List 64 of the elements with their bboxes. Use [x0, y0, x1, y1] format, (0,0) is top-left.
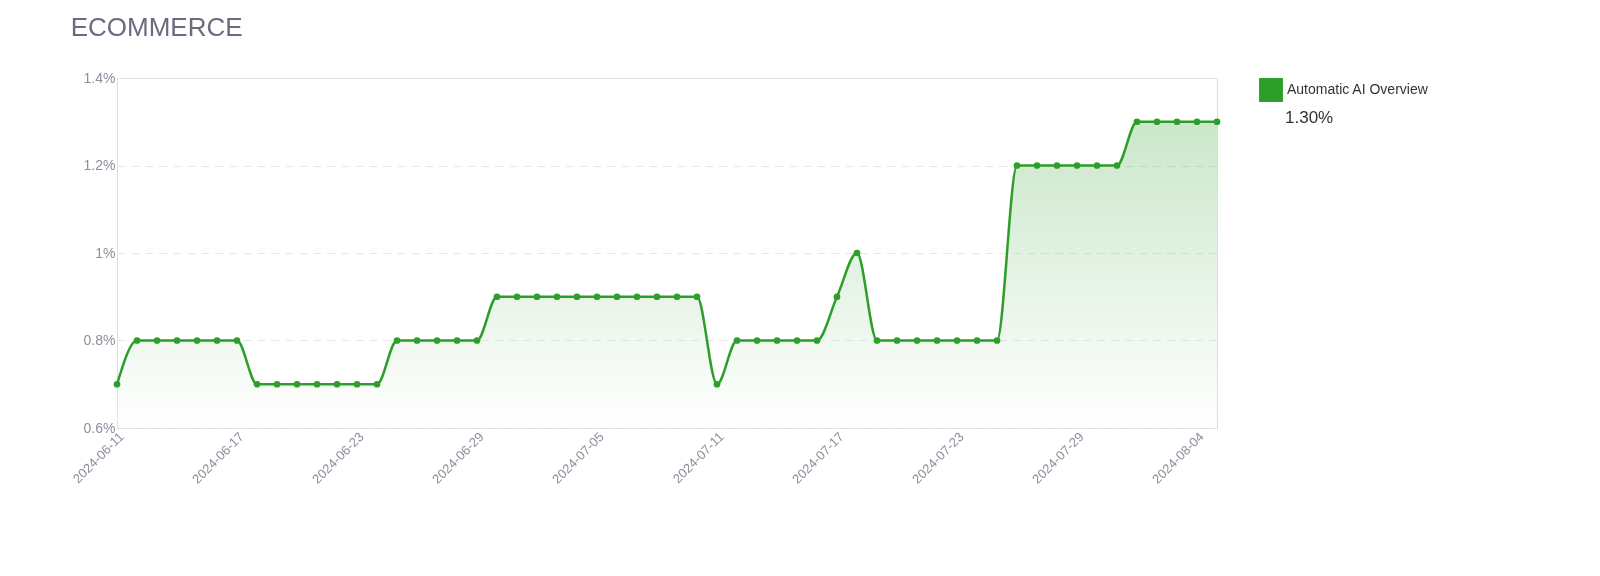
- point: [213, 337, 221, 344]
- point: [593, 293, 601, 301]
- point: [753, 337, 761, 344]
- point: [733, 337, 741, 344]
- point: [453, 337, 461, 344]
- point: [933, 337, 941, 344]
- point: [813, 337, 821, 344]
- y-tick-label: 0.6%: [83, 419, 116, 436]
- point: [433, 337, 441, 344]
- chart-title: ECOMMERCE: [70, 12, 243, 42]
- y-tick-label: 0.8%: [83, 332, 116, 348]
- y-tick-label: 1.2%: [83, 157, 116, 173]
- y-tick-label: 1.4%: [83, 69, 116, 86]
- legend-label: Automatic AI Overview: [1287, 81, 1429, 97]
- point: [233, 337, 241, 344]
- point: [1093, 162, 1101, 169]
- point: [153, 337, 161, 344]
- point: [533, 293, 541, 301]
- point: [353, 380, 361, 388]
- point: [253, 380, 261, 388]
- point: [693, 293, 701, 301]
- point: [673, 293, 681, 301]
- point: [553, 293, 561, 301]
- point: [1173, 118, 1181, 126]
- point: [313, 380, 321, 388]
- point: [833, 293, 841, 301]
- point: [613, 293, 621, 301]
- point: [873, 337, 881, 344]
- point: [973, 337, 981, 344]
- point: [573, 293, 581, 301]
- point: [1053, 162, 1061, 169]
- point: [773, 337, 781, 344]
- point: [653, 293, 661, 301]
- point: [293, 380, 301, 388]
- point: [993, 337, 1001, 344]
- point: [193, 337, 201, 344]
- point: [1073, 162, 1081, 169]
- point: [333, 380, 341, 388]
- point: [273, 380, 281, 388]
- point: [633, 293, 641, 301]
- point: [713, 380, 721, 388]
- point: [473, 337, 481, 344]
- point: [173, 337, 181, 344]
- point: [1013, 162, 1021, 169]
- point: [113, 380, 121, 388]
- point: [1133, 118, 1141, 126]
- point: [373, 380, 381, 388]
- point: [1033, 162, 1041, 169]
- point: [913, 337, 921, 344]
- point: [893, 337, 901, 344]
- point: [513, 293, 521, 301]
- point: [953, 337, 961, 344]
- point: [1113, 162, 1121, 169]
- y-tick-label: 1%: [95, 244, 116, 261]
- point: [1213, 118, 1221, 126]
- point: [793, 337, 801, 344]
- point: [393, 337, 401, 344]
- point: [493, 293, 501, 301]
- text: 1.30%: [1285, 108, 1334, 127]
- point: [1193, 118, 1201, 126]
- point: [413, 337, 421, 344]
- point: [853, 249, 861, 257]
- point: [133, 337, 141, 344]
- point: [1153, 118, 1161, 126]
